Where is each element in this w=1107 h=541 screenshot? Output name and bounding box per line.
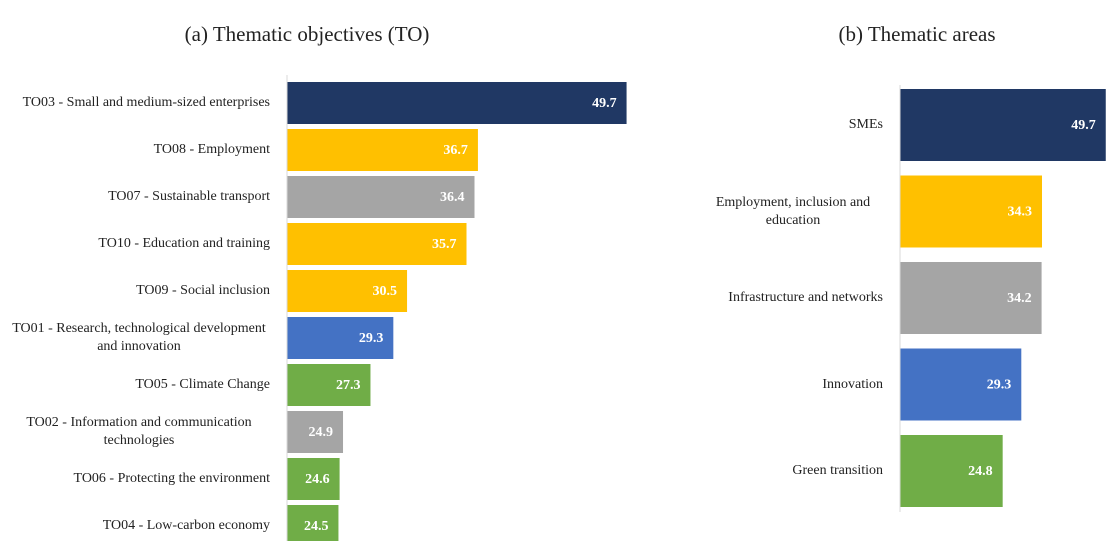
category-label: TO08 - Employment xyxy=(8,141,270,159)
bar xyxy=(287,176,475,218)
label-text: TO07 - Sustainable transport xyxy=(108,189,270,204)
bar xyxy=(900,175,1043,248)
value-label: 30.5 xyxy=(373,284,398,299)
label-text: TO03 - Small and medium-sized enterprise… xyxy=(22,95,270,110)
bar xyxy=(900,262,1042,334)
bar xyxy=(900,348,1022,421)
category-label: TO10 - Education and training xyxy=(8,235,270,253)
chart-title: (b) Thematic areas xyxy=(838,22,996,46)
label-text: TO04 - Low-carbon economy xyxy=(102,518,270,533)
value-label: 49.7 xyxy=(1071,118,1096,133)
category-label: Green transition xyxy=(703,462,883,480)
value-label: 29.3 xyxy=(359,331,384,346)
label-text: Infrastructure and networks xyxy=(728,290,883,305)
category-label: Innovation xyxy=(703,376,883,394)
value-label: 36.7 xyxy=(443,143,468,158)
bar xyxy=(900,435,1003,507)
category-label: TO09 - Social inclusion xyxy=(8,282,270,300)
category-label: Infrastructure and networks xyxy=(703,289,883,307)
bar xyxy=(287,505,339,541)
bar xyxy=(287,223,467,265)
value-label: 24.8 xyxy=(968,464,993,479)
value-label: 36.4 xyxy=(440,190,465,205)
bar xyxy=(287,317,394,359)
label-text: TO02 - Information and communication tec… xyxy=(26,415,252,448)
bar xyxy=(287,270,408,312)
category-label: Employment, inclusion and education xyxy=(703,194,883,230)
label-text: SMEs xyxy=(848,117,883,132)
label-text: TO01 - Research, technological developme… xyxy=(12,321,266,354)
value-label: 27.3 xyxy=(336,378,361,393)
category-label: TO06 - Protecting the environment xyxy=(8,470,270,488)
category-label: TO04 - Low-carbon economy xyxy=(8,517,270,535)
label-text: TO06 - Protecting the environment xyxy=(73,471,270,486)
category-label: SMEs xyxy=(703,116,883,134)
bar xyxy=(287,411,344,453)
value-label: 24.5 xyxy=(304,519,329,534)
bar xyxy=(287,364,371,406)
label-text: Innovation xyxy=(822,376,883,392)
value-label: 35.7 xyxy=(432,237,457,252)
category-label: TO05 - Climate Change xyxy=(8,376,270,394)
value-label: 24.6 xyxy=(305,472,330,487)
chart-title: (a) Thematic objectives (TO) xyxy=(184,22,430,46)
value-label: 34.2 xyxy=(1007,291,1032,306)
category-label: TO07 - Sustainable transport xyxy=(8,188,270,206)
label-text: TO09 - Social inclusion xyxy=(136,283,270,298)
label-text: Employment, inclusion and education xyxy=(715,194,871,228)
value-label: 29.3 xyxy=(987,378,1012,393)
label-text: TO10 - Education and training xyxy=(98,236,270,251)
bar xyxy=(287,82,627,124)
bar xyxy=(287,129,478,171)
bar xyxy=(900,89,1106,161)
value-label: 34.3 xyxy=(1008,205,1033,220)
label-text: Green transition xyxy=(792,463,883,478)
label-text: TO08 - Employment xyxy=(153,142,270,157)
value-label: 24.9 xyxy=(309,425,334,440)
category-label: TO03 - Small and medium-sized enterprise… xyxy=(8,94,270,112)
bar xyxy=(287,458,340,500)
label-text: TO05 - Climate Change xyxy=(135,377,270,392)
category-label: TO01 - Research, technological developme… xyxy=(8,320,270,356)
category-label: TO02 - Information and communication tec… xyxy=(8,414,270,450)
value-label: 49.7 xyxy=(592,96,617,111)
